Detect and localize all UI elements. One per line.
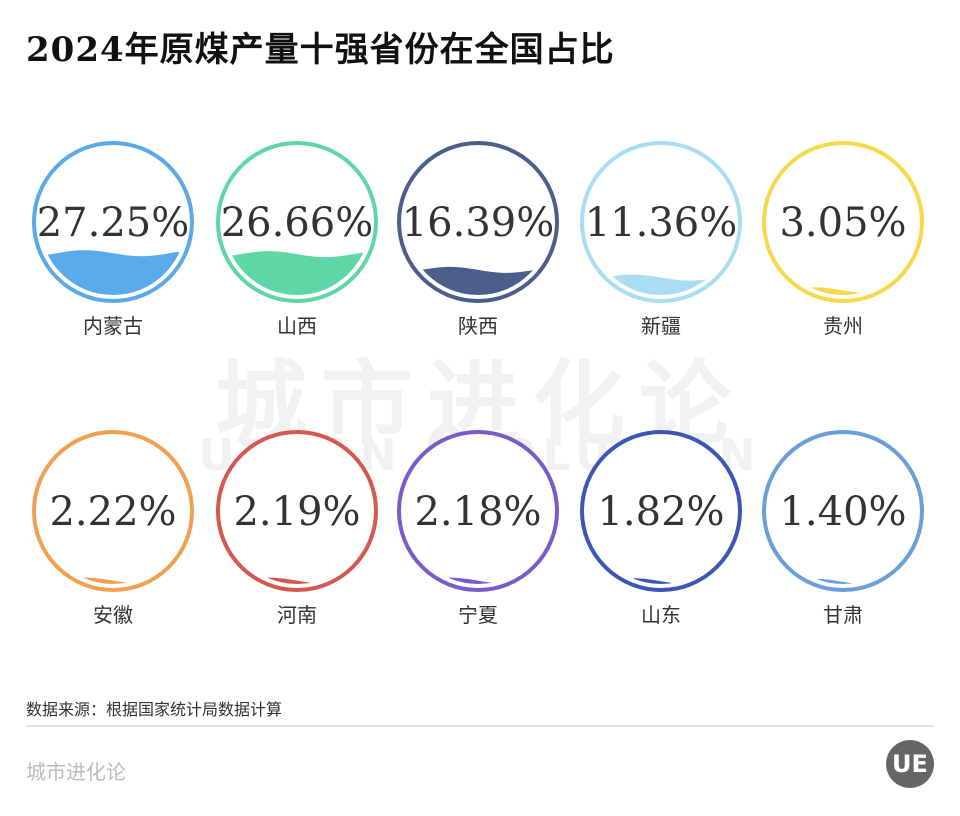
gauge-grid: 27.25% 内蒙古 26.66% 山西 16.39% 陕西 11.36% 新疆 3.05% 贵州… [32,141,924,627]
gauge-label: 内蒙古 [83,314,143,338]
gauge-label: 宁夏 [458,603,498,627]
gauge-value: 2.19% [233,489,360,535]
gauge-ring [32,430,194,592]
gauge-label: 安徽 [93,603,133,627]
gauge-ring [397,430,559,592]
gauge-value: 26.66% [221,200,374,246]
gauge-label: 山东 [641,603,681,627]
gauge-ring [580,430,742,592]
gauge-value: 2.22% [49,489,176,535]
gauge-ring [762,430,924,592]
gauge-label: 甘肃 [823,603,863,627]
brand-name: 城市进化论 [26,760,126,784]
gauge-label: 贵州 [823,314,863,338]
gauge-ring [580,141,742,303]
gauge-value: 1.40% [779,489,906,535]
gauge-value: 27.25% [37,200,190,246]
brand-logo: UE [886,740,934,788]
gauge-label: 河南 [277,603,317,627]
gauge-ring [397,141,559,303]
gauge-value: 2.18% [414,489,541,535]
gauge-label: 新疆 [641,314,681,338]
gauge-value: 1.82% [597,489,724,535]
gauge-label: 山西 [277,314,317,338]
gauge-ring [216,430,378,592]
gauge-value: 11.36% [585,200,738,246]
gauge-ring [762,141,924,303]
data-source: 数据来源：根据国家统计局数据计算 [26,700,283,719]
gauge-label: 陕西 [458,314,498,338]
chart-title: 2024年原煤产量十强省份在全国占比 [26,30,615,70]
gauge-value: 16.39% [402,200,555,246]
divider [26,725,934,727]
gauge-value: 3.05% [779,200,906,246]
